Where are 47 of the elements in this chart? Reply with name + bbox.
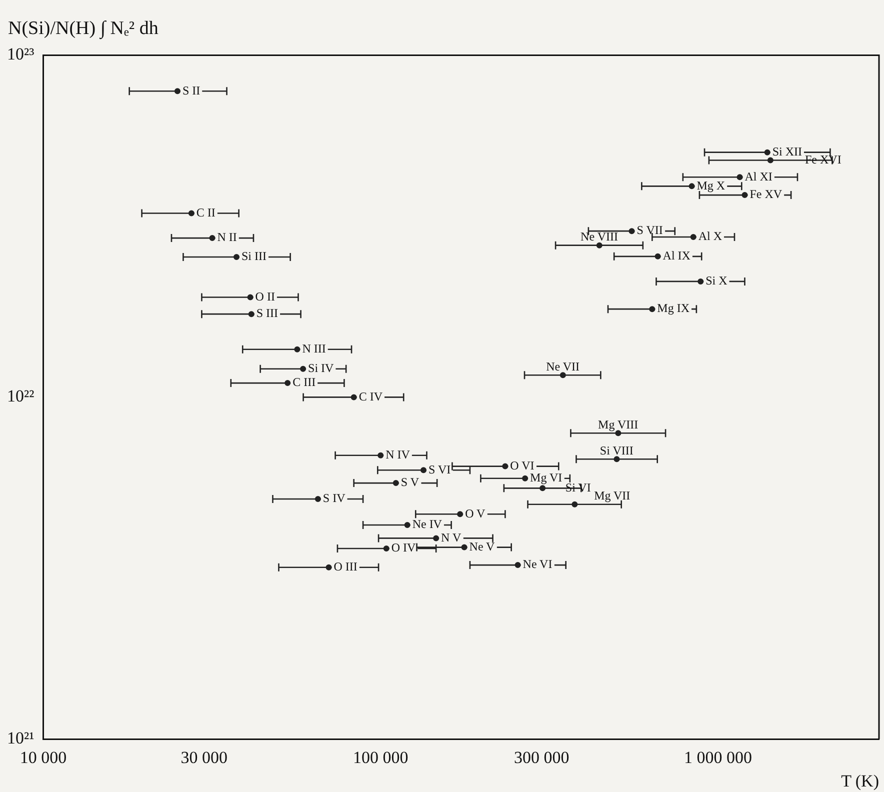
y-tick-label: 10²¹	[6, 728, 34, 748]
annotation: O III	[334, 560, 358, 574]
annotation: O V	[465, 506, 486, 520]
annotation: C II	[196, 205, 216, 220]
annotation: Si III	[241, 249, 266, 264]
x-tick-label: 1 000 000	[684, 748, 752, 767]
annotation: N V	[441, 530, 462, 544]
annotation: Mg IX	[657, 301, 690, 316]
annotation: Mg X	[696, 178, 726, 192]
annotation: S IV	[322, 491, 346, 506]
annotation: Mg VI	[530, 470, 562, 485]
annotation: S III	[256, 306, 278, 320]
annotation: C III	[292, 375, 316, 390]
annotation: Al XI	[744, 169, 772, 184]
annotation: S VII	[636, 223, 663, 238]
annotation: Mg VIII	[598, 417, 638, 432]
y-tick-label: 10²³	[6, 44, 34, 64]
x-axis-title: T (K)	[841, 771, 879, 790]
x-tick-label: 30 000	[180, 748, 228, 767]
x-tick-label: 300 000	[514, 748, 570, 767]
annotation: S VI	[428, 462, 451, 476]
annotation: Ne VIII	[580, 229, 618, 244]
x-tick-label: 100 000	[352, 748, 408, 767]
x-tick-label: 10 000	[20, 748, 67, 767]
annotation: Ne V	[469, 539, 496, 554]
annotation: N IV	[386, 448, 410, 462]
annotation: Ne IV	[412, 517, 442, 532]
annotation: Si XII	[772, 144, 802, 158]
annotation: S II	[182, 83, 200, 98]
annotation: Al IX	[662, 248, 691, 263]
annotation: Si VIII	[600, 443, 634, 458]
annotation: O IV	[391, 540, 416, 555]
annotation: Si X	[706, 274, 728, 288]
annotation: S V	[400, 475, 420, 490]
annotation: O II	[255, 289, 275, 304]
annotation: N III	[302, 342, 326, 356]
y-axis-title: N(Si)/N(H) ∫ Nₑ² dh	[8, 18, 158, 40]
annotation: O VI	[510, 458, 534, 472]
annotation: Ne VI	[522, 557, 552, 572]
y-tick-label: 10²²	[6, 386, 34, 406]
annotation: Fe XV	[750, 187, 782, 202]
annotation: N II	[217, 230, 237, 244]
annotation: Al X	[698, 229, 722, 244]
annotation: Si IV	[308, 361, 334, 376]
annotation: Ne VII	[546, 359, 580, 374]
annotation: Mg VII	[594, 488, 630, 503]
annotation: C IV	[358, 389, 383, 404]
